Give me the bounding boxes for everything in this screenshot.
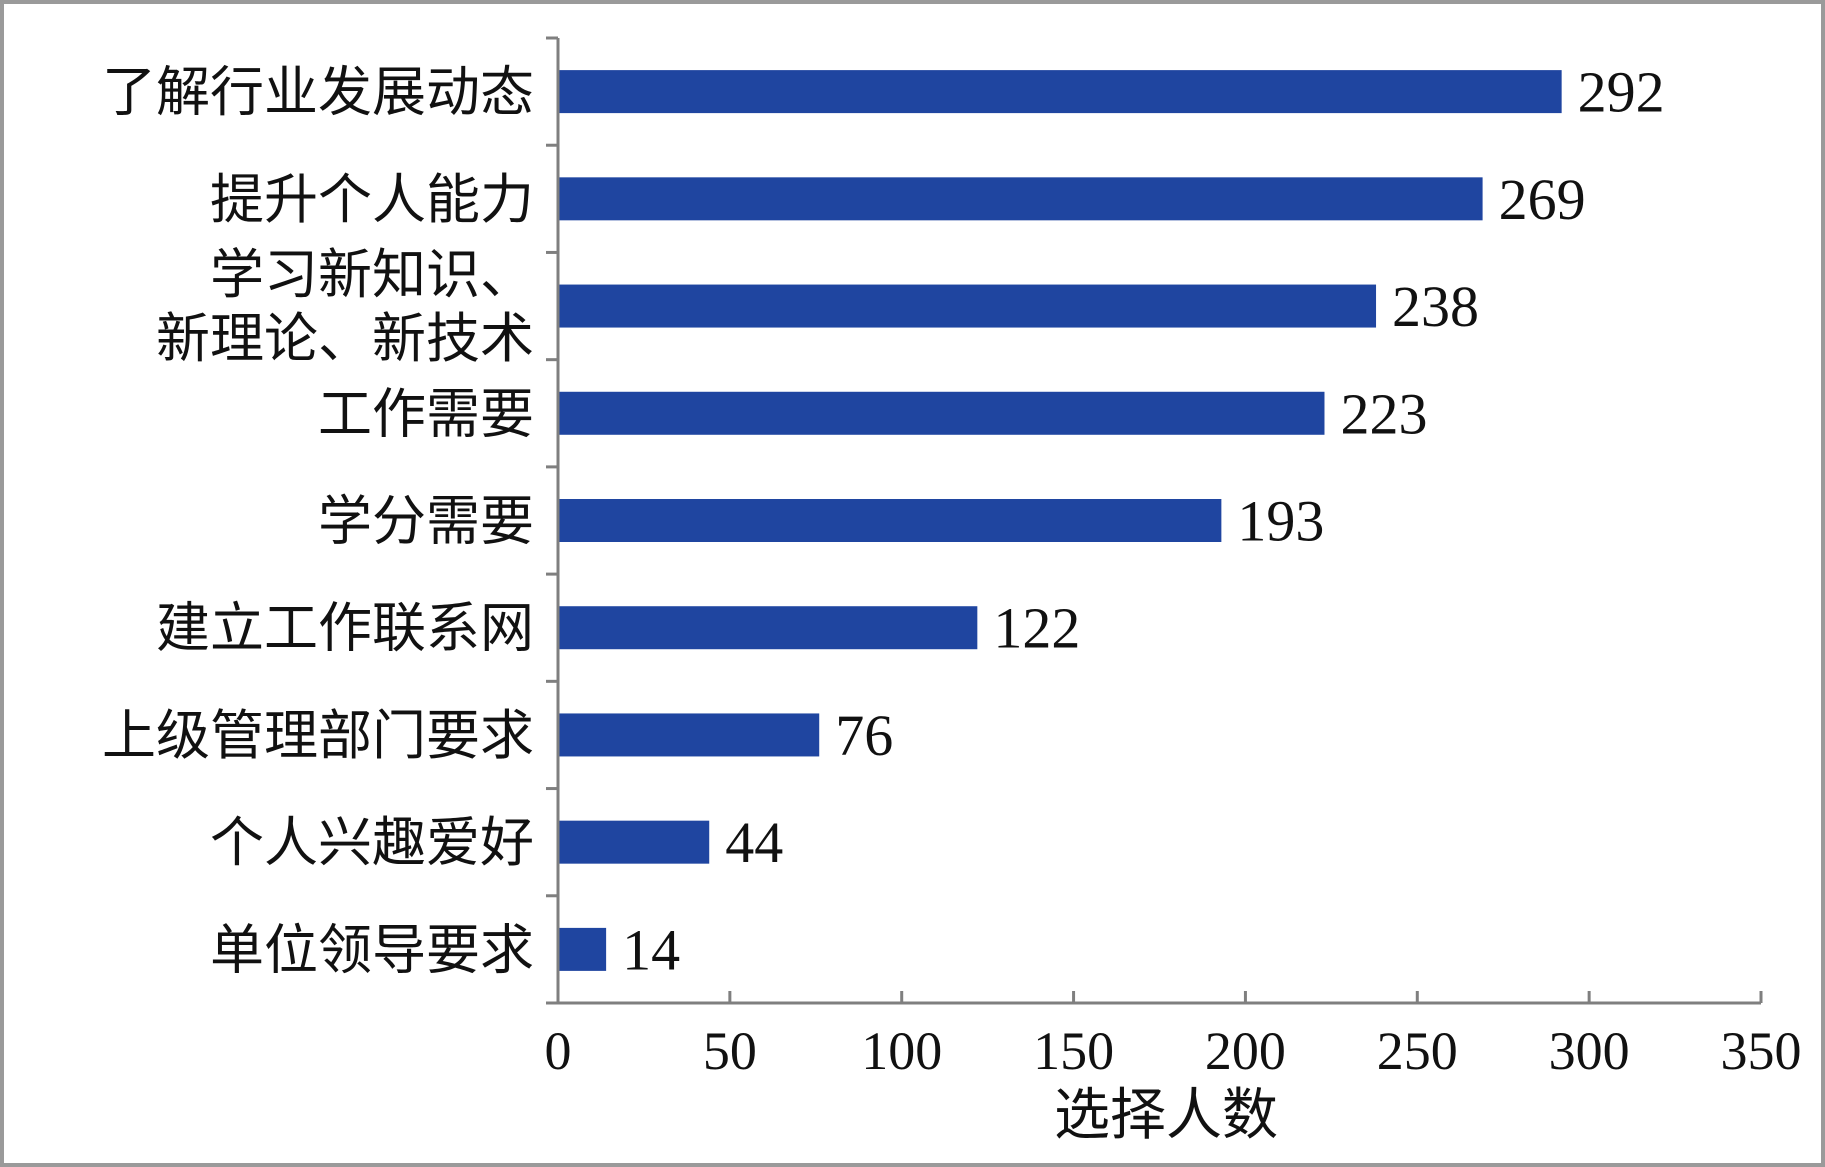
value-label: 122 <box>993 596 1080 661</box>
category-label: 新理论、新技术 <box>156 307 534 370</box>
value-label: 44 <box>725 810 783 875</box>
category-label: 单位领导要求 <box>210 918 534 981</box>
axes <box>546 36 1763 1005</box>
category-label: 学习新知识、 <box>210 243 534 306</box>
value-label: 193 <box>1237 489 1324 554</box>
bar <box>558 177 1483 221</box>
bar <box>558 713 820 757</box>
bars-layer <box>558 70 1562 971</box>
x-tick-label: 350 <box>1721 1021 1802 1081</box>
bar <box>558 820 710 864</box>
bar <box>558 391 1325 435</box>
bar <box>558 284 1377 328</box>
x-tick-label: 0 <box>545 1021 572 1081</box>
category-label: 建立工作联系网 <box>156 597 534 660</box>
category-label: 工作需要 <box>318 382 534 445</box>
value-label: 223 <box>1340 381 1427 446</box>
category-label: 上级管理部门要求 <box>102 704 534 767</box>
category-labels: 了解行业发展动态提升个人能力学习新知识、新理论、新技术工作需要学分需要建立工作联… <box>102 61 534 982</box>
x-tick-label: 50 <box>703 1021 757 1081</box>
x-tick-label: 200 <box>1205 1021 1286 1081</box>
bar <box>558 499 1222 542</box>
category-label: 学分需要 <box>318 490 534 553</box>
category-label: 提升个人能力 <box>210 168 534 231</box>
category-label: 个人兴趣爱好 <box>210 811 534 874</box>
x-tick-label: 100 <box>861 1021 942 1081</box>
value-label: 238 <box>1392 274 1479 339</box>
x-tick-labels: 0 50 100 150 200 250 300 350 <box>545 1021 1802 1081</box>
bar <box>558 606 978 650</box>
x-tick-label: 300 <box>1549 1021 1630 1081</box>
value-label: 76 <box>835 703 893 768</box>
category-label: 了解行业发展动态 <box>102 61 534 124</box>
value-label: 269 <box>1499 167 1586 232</box>
value-label: 14 <box>622 917 680 982</box>
value-label: 292 <box>1578 60 1665 125</box>
x-tick-label: 150 <box>1033 1021 1114 1081</box>
bar <box>558 70 1562 114</box>
bar <box>558 927 607 971</box>
bar-chart: 了解行业发展动态提升个人能力学习新知识、新理论、新技术工作需要学分需要建立工作联… <box>102 36 1802 1148</box>
x-axis-title: 选择人数 <box>1054 1083 1278 1148</box>
x-tick-label: 250 <box>1377 1021 1458 1081</box>
